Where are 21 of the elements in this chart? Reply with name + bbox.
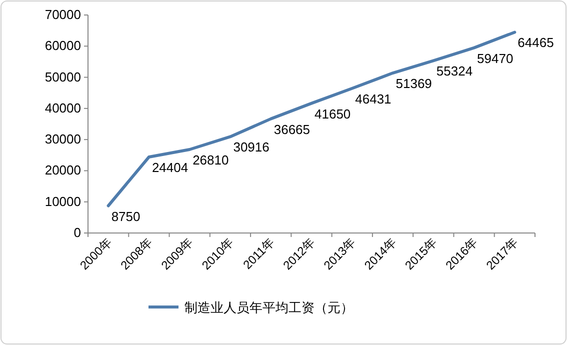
legend-label: 制造业人员年平均工资（元） — [184, 300, 354, 315]
y-tick-label: 30000 — [44, 132, 81, 147]
data-label: 8750 — [111, 208, 140, 224]
data-label: 64465 — [518, 35, 554, 50]
data-label: 55324 — [436, 64, 473, 79]
data-label: 41650 — [314, 106, 351, 122]
data-label: 51369 — [396, 76, 432, 92]
data-label: 30916 — [233, 140, 270, 155]
data-label: 36665 — [274, 122, 310, 137]
data-label: 46431 — [355, 91, 392, 106]
data-label: 59470 — [477, 50, 514, 66]
y-tick-label: 0 — [74, 225, 81, 240]
y-tick-label: 20000 — [44, 162, 81, 178]
data-label: 26810 — [192, 152, 229, 168]
y-tick-label: 50000 — [44, 69, 81, 84]
data-label: 24404 — [152, 160, 188, 175]
y-tick-label: 70000 — [44, 7, 81, 22]
y-tick-label: 40000 — [44, 100, 81, 116]
y-tick-label: 10000 — [44, 194, 81, 209]
y-tick-label: 60000 — [44, 38, 81, 54]
line-series — [106, 30, 516, 208]
